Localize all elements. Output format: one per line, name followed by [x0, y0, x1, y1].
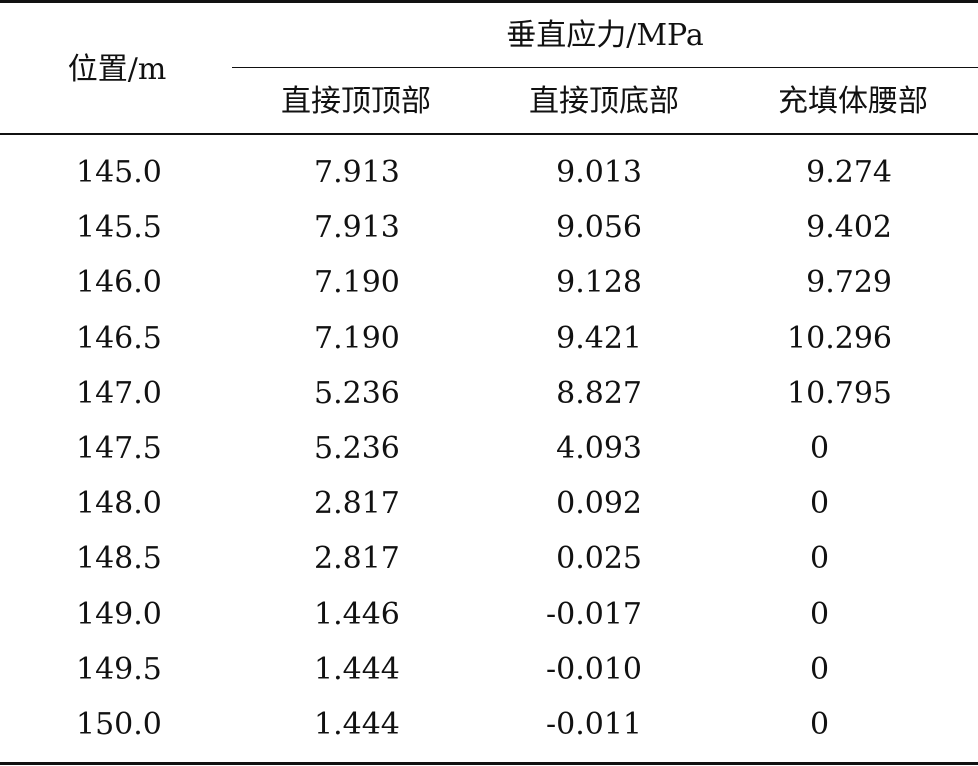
table-cell: 10.296: [787, 321, 892, 356]
table-cell: -0.010: [545, 652, 642, 687]
table-cell: 7.913: [314, 155, 400, 190]
header-rule: [0, 133, 978, 135]
group-header-rule: [232, 67, 978, 68]
table-cell: 0.025: [556, 541, 642, 576]
table-cell: 0: [810, 486, 830, 521]
table-cell: 2.817: [314, 541, 400, 576]
column-header: 直接顶底部: [529, 84, 679, 119]
table-cell: 8.827: [556, 376, 642, 411]
table-cell: 9.402: [806, 210, 892, 245]
table-cell-position: 146.0: [76, 265, 162, 300]
group-header: 垂直应力/MPa: [506, 18, 704, 53]
column-header: 直接顶顶部: [281, 84, 431, 119]
table-cell: 7.190: [314, 265, 400, 300]
table-cell: 10.795: [787, 376, 892, 411]
table-cell: 4.093: [556, 431, 642, 466]
table-cell-position: 146.5: [76, 321, 162, 356]
table-cell: 9.013: [556, 155, 642, 190]
table-cell-position: 147.5: [76, 431, 162, 466]
table-cell-position: 145.5: [76, 210, 162, 245]
table-bottom-rule: [0, 762, 978, 765]
table-cell: 2.817: [314, 486, 400, 521]
table-cell: -0.011: [545, 707, 642, 742]
table-cell-position: 145.0: [76, 155, 162, 190]
table-cell: 1.444: [314, 652, 400, 687]
table-cell: 7.913: [314, 210, 400, 245]
table-cell: 0: [810, 431, 830, 466]
table-cell: 0: [810, 707, 830, 742]
table-cell: 1.444: [314, 707, 400, 742]
table-cell: 0: [810, 652, 830, 687]
table-cell: 0: [810, 597, 830, 632]
table-top-rule: [0, 0, 978, 3]
table-cell-position: 150.0: [76, 707, 162, 742]
row-header: 位置/m: [67, 52, 167, 87]
table-cell: -0.017: [545, 597, 642, 632]
table-cell: 9.274: [806, 155, 892, 190]
table-cell: 9.128: [556, 265, 642, 300]
table-cell-position: 149.5: [76, 652, 162, 687]
column-header: 充填体腰部: [778, 84, 928, 119]
table-cell-position: 149.0: [76, 597, 162, 632]
table-cell: 5.236: [314, 431, 400, 466]
table-cell-position: 147.0: [76, 376, 162, 411]
table-cell: 1.446: [314, 597, 400, 632]
table-cell: 9.056: [556, 210, 642, 245]
table-cell-position: 148.0: [76, 486, 162, 521]
table-cell: 0.092: [556, 486, 642, 521]
table-cell: 9.729: [806, 265, 892, 300]
table-cell: 5.236: [314, 376, 400, 411]
table-cell: 7.190: [314, 321, 400, 356]
table-cell: 0: [810, 541, 830, 576]
table-cell: 9.421: [556, 321, 642, 356]
table-cell-position: 148.5: [76, 541, 162, 576]
